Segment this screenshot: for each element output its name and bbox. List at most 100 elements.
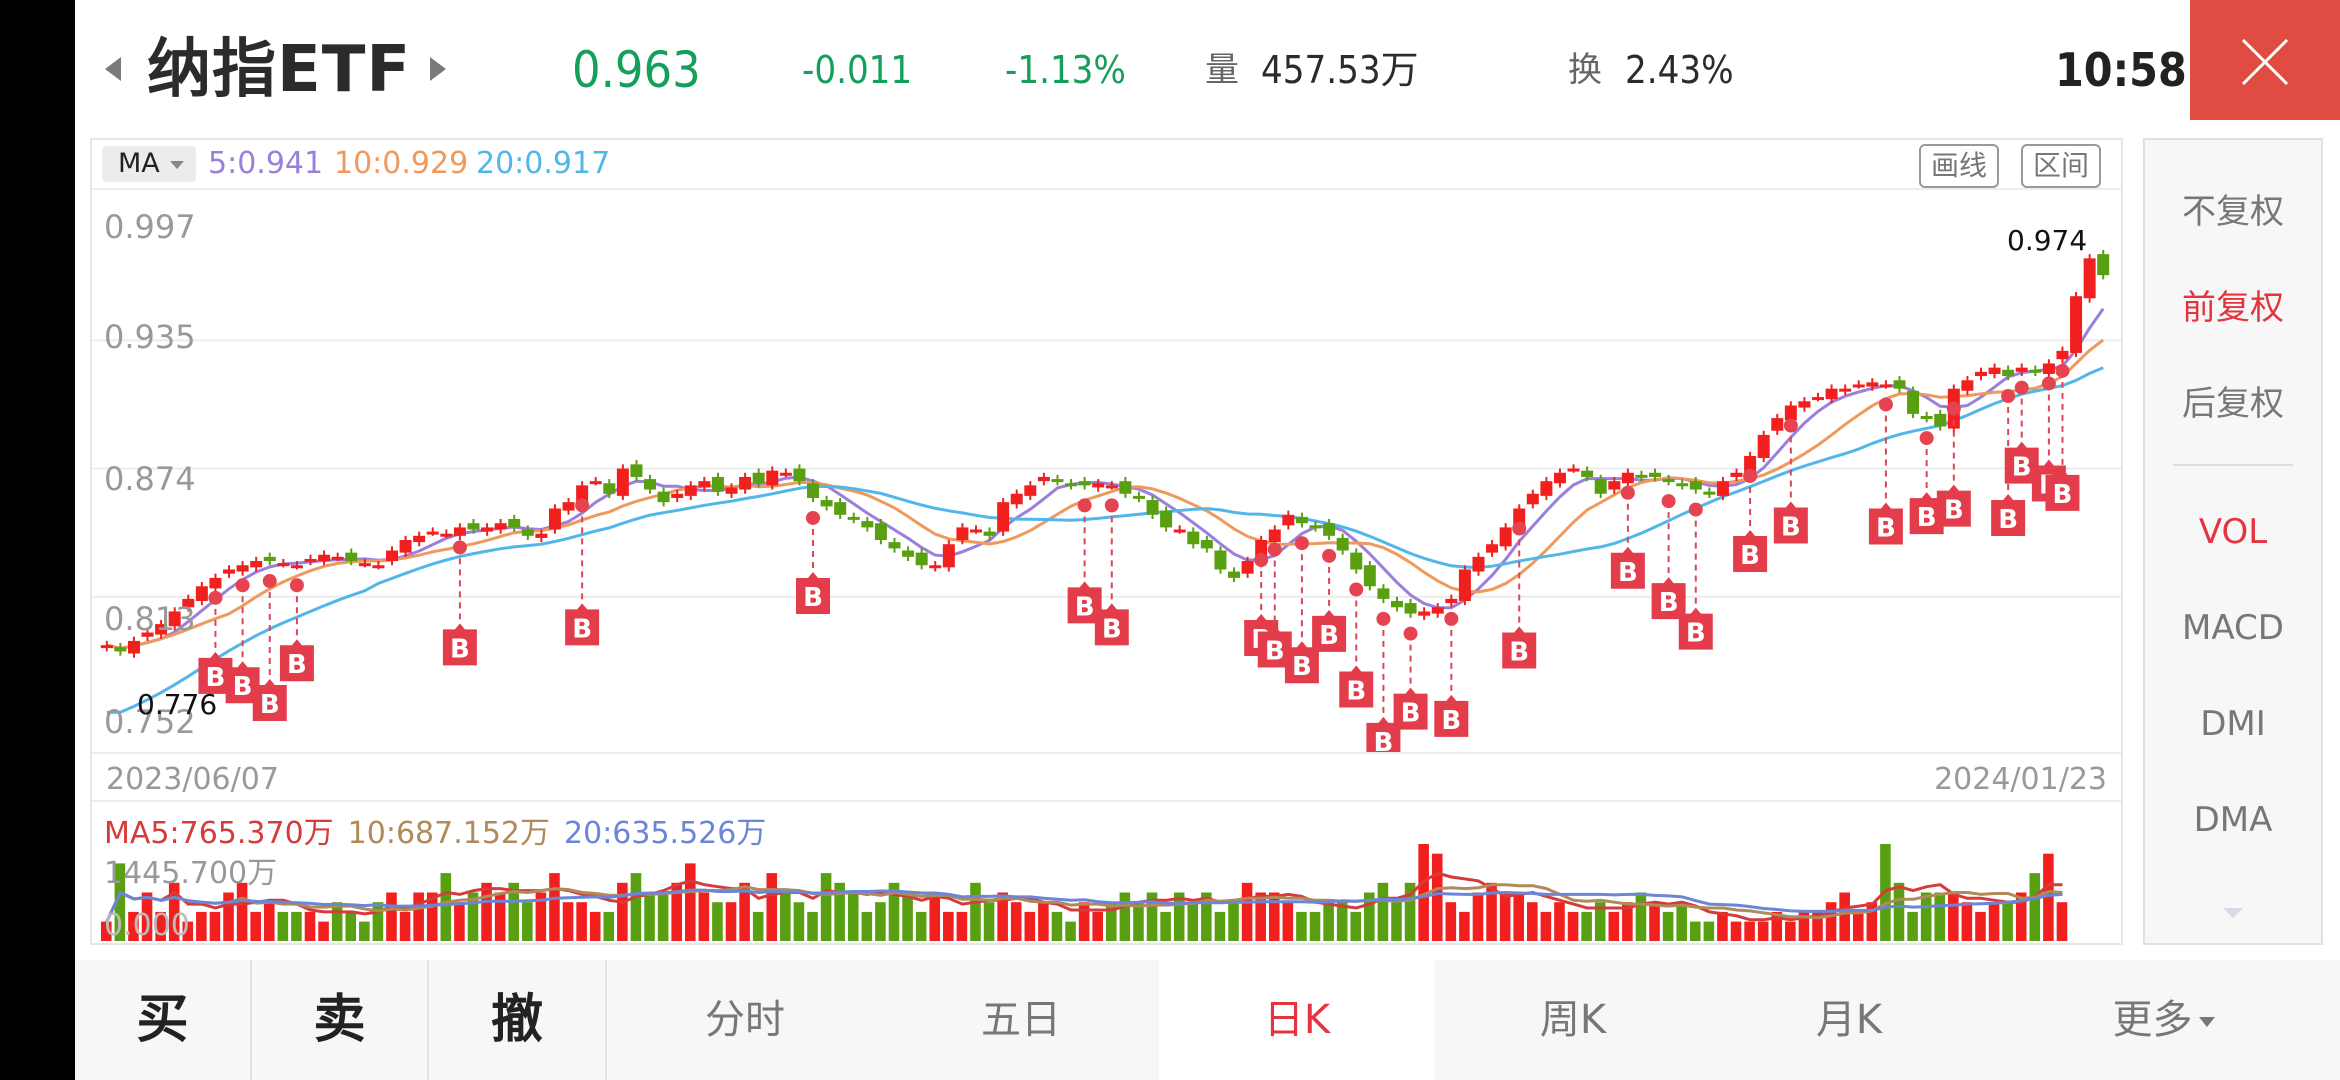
tab-weekly-k[interactable]: 周K bbox=[1539, 997, 1607, 1043]
buy-signal-marker: B bbox=[1094, 603, 1129, 646]
volume-max-label: 1445.700万 bbox=[104, 856, 278, 891]
tab-daily-k[interactable]: 日K bbox=[1159, 960, 1435, 1080]
buy-signal-marker: B bbox=[1366, 716, 1401, 752]
chevron-down-icon bbox=[2198, 1017, 2215, 1027]
ma-dropdown-label: MA bbox=[118, 148, 160, 179]
tab-five-day[interactable]: 五日 bbox=[981, 997, 1061, 1043]
indicator-dma[interactable]: DMA bbox=[2193, 800, 2273, 840]
buy-signal-marker: B bbox=[1868, 502, 1903, 545]
draw-line-button[interactable]: 画线 bbox=[1919, 144, 2000, 188]
tab-intraday[interactable]: 分时 bbox=[705, 997, 785, 1043]
quote-header: 纳指ETF 0.963 -0.011 -1.13% 量 457.53万 换 2.… bbox=[75, 0, 2340, 135]
svg-text:B: B bbox=[1917, 503, 1937, 533]
svg-text:B: B bbox=[2012, 453, 2032, 483]
svg-text:B: B bbox=[1509, 637, 1529, 667]
svg-text:B: B bbox=[1319, 621, 1339, 651]
y-axis-label: 0.935 bbox=[104, 318, 196, 356]
buy-signal-marker: B bbox=[1991, 494, 2026, 537]
buy-signal-marker: B bbox=[565, 603, 600, 646]
y-axis-label: 0.874 bbox=[104, 460, 196, 498]
buy-signal-marker: B bbox=[1610, 546, 1645, 589]
indicator-side-panel: 不复权 前复权 后复权 VOL MACD DMI DMA bbox=[2143, 138, 2323, 945]
indicator-macd[interactable]: MACD bbox=[2182, 608, 2284, 648]
close-button[interactable] bbox=[2190, 0, 2340, 120]
volume-chart-area[interactable]: MA5:765.370万 10:687.152万 20:635.526万 1445.… bbox=[92, 802, 2121, 943]
start-date: 2023/06/07 bbox=[106, 762, 279, 797]
prev-stock-arrow-icon[interactable] bbox=[105, 57, 121, 81]
svg-text:B: B bbox=[1618, 558, 1638, 588]
sell-button[interactable]: 卖 bbox=[313, 990, 366, 1050]
volume-value: 457.53万 bbox=[1261, 48, 1419, 92]
indicator-vol[interactable]: VOL bbox=[2198, 512, 2268, 552]
buy-signal-marker: B bbox=[1067, 581, 1102, 624]
price-change-pct: -1.13% bbox=[1005, 48, 1126, 92]
buy-signal-marker: B bbox=[279, 639, 314, 682]
volume-ma-legend: MA5:765.370万 10:687.152万 20:635.526万 bbox=[104, 808, 780, 852]
last-price: 0.963 bbox=[572, 41, 701, 99]
svg-text:B: B bbox=[233, 672, 253, 702]
volume-bars bbox=[101, 844, 2068, 941]
buy-signal-marker: B bbox=[1284, 641, 1319, 684]
divider bbox=[427, 960, 429, 1080]
svg-text:B: B bbox=[287, 650, 307, 680]
kline-chart-panel: MA 5:0.941 10:0.929 20:0.917 画线 区间 0.997… bbox=[90, 138, 2123, 945]
buy-signal-marker: B bbox=[1257, 625, 1292, 668]
date-axis: 2023/06/07 2024/01/23 bbox=[92, 752, 2121, 802]
svg-text:B: B bbox=[1075, 592, 1095, 622]
buy-signal-marker: B bbox=[1678, 607, 1713, 650]
ma-legend-row: MA 5:0.941 10:0.929 20:0.917 画线 区间 bbox=[92, 140, 2121, 190]
ma10-value: 10:0.929 bbox=[334, 146, 469, 181]
divider bbox=[250, 960, 252, 1080]
svg-text:B: B bbox=[1265, 637, 1285, 667]
cancel-order-button[interactable]: 撤 bbox=[490, 990, 543, 1050]
svg-text:B: B bbox=[1346, 676, 1366, 706]
ma-indicator-dropdown[interactable]: MA bbox=[102, 146, 196, 182]
svg-text:B: B bbox=[1686, 619, 1706, 649]
vol-ma5-value: MA5:765.370万 bbox=[104, 816, 334, 851]
range-button[interactable]: 区间 bbox=[2021, 144, 2102, 188]
buy-button[interactable]: 买 bbox=[136, 990, 189, 1050]
scroll-down-icon[interactable] bbox=[2223, 908, 2243, 918]
svg-text:B: B bbox=[1876, 513, 1896, 543]
price-chart-area[interactable]: 0.997 0.935 0.874 0.813 0.752 0.974 0.77… bbox=[92, 190, 2121, 752]
ma5-value: 5:0.941 bbox=[208, 146, 324, 181]
buy-signal-marker: B bbox=[2045, 468, 2080, 511]
buy-signal-marker: B bbox=[1651, 577, 1686, 620]
y-axis-label: 0.813 bbox=[104, 600, 196, 638]
adjust-none[interactable]: 不复权 bbox=[2182, 192, 2284, 232]
tab-more[interactable]: 更多 bbox=[1987, 960, 2340, 1080]
indicator-dmi[interactable]: DMI bbox=[2200, 704, 2266, 744]
turnover-label: 换 bbox=[1568, 50, 1602, 90]
bottom-toolbar: 买 卖 撤 分时 五日 日K 周K 月K 更多 bbox=[75, 960, 2340, 1080]
y-axis-label: 0.752 bbox=[104, 703, 196, 741]
svg-text:B: B bbox=[1441, 706, 1461, 736]
vol-ma10-value: 10:687.152万 bbox=[347, 816, 551, 851]
buy-signal-marker: B bbox=[1502, 626, 1537, 669]
svg-text:B: B bbox=[450, 634, 470, 664]
buy-signal-marker: B bbox=[442, 623, 477, 666]
buy-signal-marker: B bbox=[225, 661, 260, 704]
ma20-value: 20:0.917 bbox=[476, 146, 611, 181]
buy-signal-marker: B bbox=[198, 651, 233, 694]
vol-ma20-value: 20:635.526万 bbox=[564, 816, 767, 851]
tab-monthly-k[interactable]: 月K bbox=[1815, 997, 1883, 1043]
end-date: 2024/01/23 bbox=[1934, 762, 2107, 797]
stock-title: 纳指ETF bbox=[147, 33, 412, 107]
svg-text:B: B bbox=[206, 663, 226, 693]
buy-signal-marker: B bbox=[1936, 484, 1971, 527]
svg-text:B: B bbox=[572, 614, 592, 644]
price-change: -0.011 bbox=[802, 48, 913, 92]
svg-text:B: B bbox=[1740, 541, 1760, 571]
next-stock-arrow-icon[interactable] bbox=[430, 57, 446, 81]
svg-text:B: B bbox=[1781, 512, 1801, 542]
volume-zero-label: 0.000 bbox=[104, 908, 190, 943]
svg-text:B: B bbox=[260, 690, 280, 720]
svg-text:B: B bbox=[803, 583, 823, 613]
buy-signal-marker: B bbox=[1393, 687, 1428, 730]
svg-text:B: B bbox=[1373, 728, 1393, 752]
adjust-forward[interactable]: 前复权 bbox=[2182, 288, 2284, 328]
adjust-backward[interactable]: 后复权 bbox=[2182, 384, 2284, 424]
chevron-down-icon bbox=[170, 161, 184, 169]
turnover-value: 2.43% bbox=[1625, 48, 1734, 92]
svg-text:B: B bbox=[1944, 496, 1964, 526]
